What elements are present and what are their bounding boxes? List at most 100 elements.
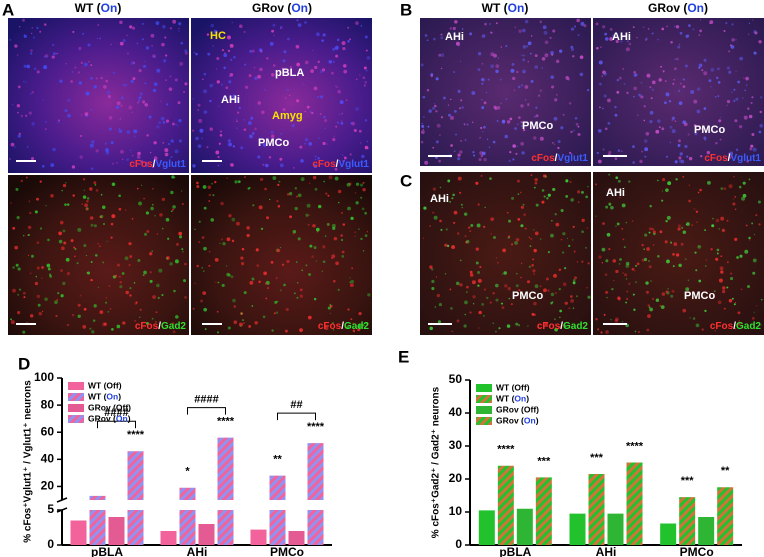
speckle: [659, 304, 662, 307]
speckle: [748, 236, 751, 240]
speckle: [553, 318, 556, 321]
speckle: [85, 207, 89, 211]
speckle: [73, 246, 76, 249]
speckle: [457, 157, 461, 161]
speckle: [145, 321, 149, 325]
speckle: [539, 20, 543, 24]
speckle: [203, 72, 207, 76]
speckle: [522, 44, 527, 49]
speckle: [544, 40, 549, 45]
speckle: [555, 59, 560, 64]
speckle: [601, 247, 606, 252]
speckle: [116, 101, 121, 106]
speckle: [97, 286, 99, 288]
speckle: [698, 63, 703, 68]
speckle: [486, 296, 489, 300]
speckle: [215, 150, 220, 155]
speckle: [12, 226, 16, 230]
speckle: [556, 94, 558, 96]
speckle: [581, 230, 584, 234]
panel-letter: E: [398, 347, 409, 366]
speckle: [95, 149, 99, 153]
speckle: [346, 182, 351, 187]
speckle: [44, 120, 47, 123]
speckle: [435, 110, 438, 113]
speckle: [161, 197, 166, 201]
speckle: [120, 104, 123, 107]
speckle: [304, 143, 306, 145]
speckle: [530, 35, 533, 37]
speckle: [472, 303, 475, 305]
speckle: [276, 116, 279, 119]
region-label: PMCo: [684, 290, 715, 302]
bar: [569, 513, 586, 545]
speckle: [440, 53, 445, 58]
legend-swatch: [476, 395, 492, 403]
speckle: [178, 118, 182, 123]
speckle: [312, 224, 316, 228]
speckle: [753, 311, 755, 313]
speckle: [201, 236, 205, 239]
speckle: [133, 281, 136, 284]
speckle: [77, 227, 82, 232]
bar: [179, 487, 196, 545]
speckle: [599, 106, 601, 109]
speckle: [77, 314, 81, 318]
speckle: [23, 64, 27, 68]
speckle: [300, 177, 305, 182]
speckle: [297, 237, 301, 241]
legend-label: GRov (Off): [88, 403, 131, 413]
speckle: [328, 60, 333, 64]
speckle: [490, 64, 495, 69]
speckle: [362, 76, 366, 80]
speckle: [222, 242, 226, 246]
speckle: [214, 180, 217, 184]
speckle: [497, 262, 499, 264]
panel-letter: D: [18, 354, 30, 373]
y-tick-label: 20: [449, 471, 463, 485]
speckle: [291, 109, 293, 111]
speckle: [665, 219, 668, 223]
speckle: [347, 308, 350, 311]
speckle: [623, 246, 626, 249]
speckle: [110, 43, 112, 46]
speckle: [349, 153, 352, 156]
speckle: [70, 80, 73, 83]
speckle: [531, 264, 534, 267]
y-tick-label: 60: [41, 424, 55, 438]
speckle: [615, 176, 619, 180]
speckle: [116, 161, 118, 164]
significance-label: ***: [681, 475, 695, 487]
speckle: [532, 258, 535, 261]
stain-caption: cFos/Vglut1: [531, 153, 588, 164]
speckle: [170, 210, 173, 212]
speckle: [195, 52, 198, 56]
speckle: [192, 307, 195, 310]
speckle: [148, 115, 152, 119]
speckle: [478, 327, 480, 329]
speckle: [530, 79, 534, 83]
speckle: [313, 86, 318, 91]
speckle: [675, 178, 678, 181]
speckle: [643, 119, 646, 122]
speckle: [114, 274, 118, 278]
speckle: [469, 273, 474, 277]
speckle: [595, 317, 598, 321]
speckle: [516, 145, 518, 148]
speckle: [755, 305, 758, 307]
speckle: [743, 115, 748, 120]
speckle: [65, 63, 67, 65]
speckle: [711, 224, 715, 228]
speckle: [355, 78, 358, 81]
speckle: [572, 279, 576, 282]
speckle: [453, 221, 456, 224]
speckle: [625, 278, 628, 280]
speckle: [515, 322, 519, 326]
speckle: [420, 130, 425, 135]
speckle: [158, 268, 163, 273]
speckle: [231, 21, 233, 24]
speckle: [621, 203, 626, 208]
speckle: [95, 254, 98, 257]
speckle: [559, 316, 561, 319]
speckle: [272, 176, 277, 180]
